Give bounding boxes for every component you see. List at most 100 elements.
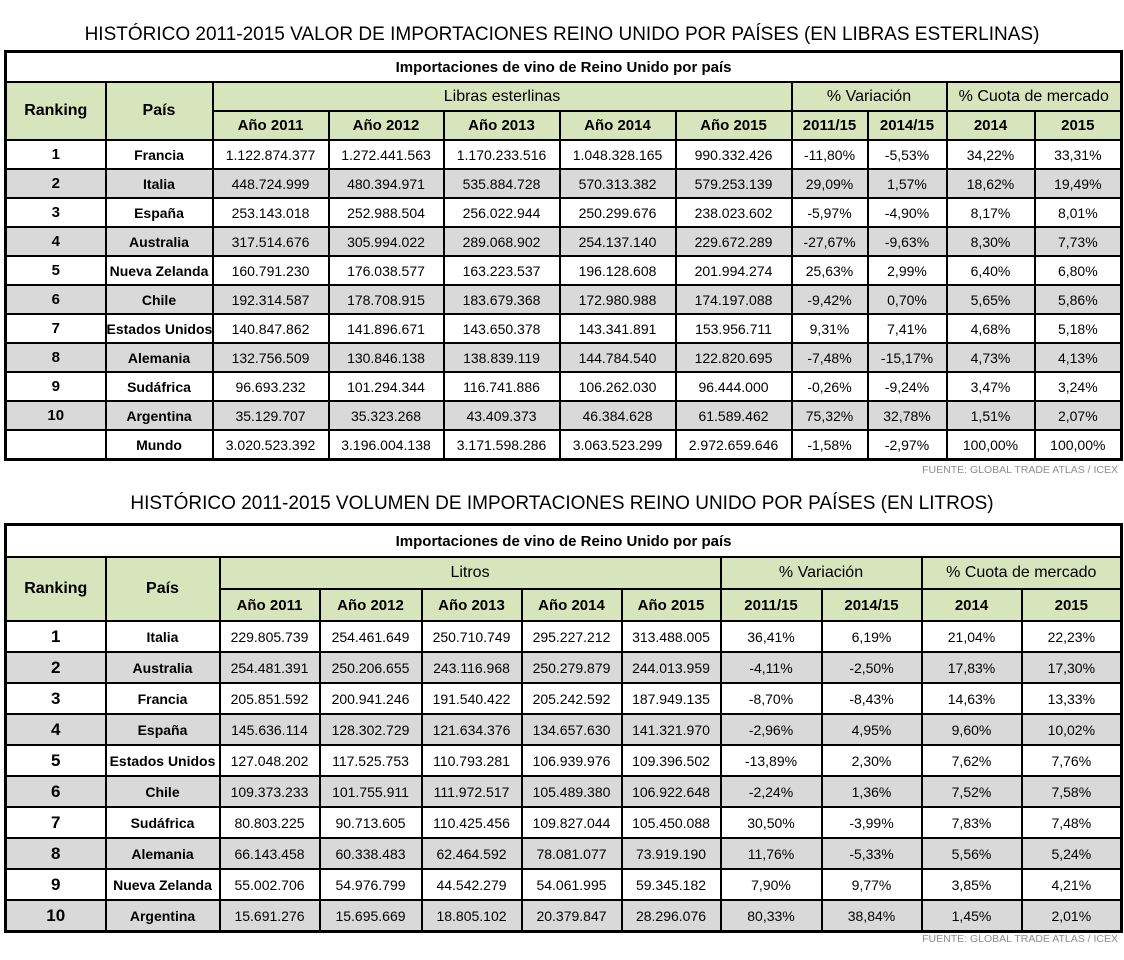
value-cell: 229.672.289 — [674, 226, 793, 257]
table-row: 5 Nueva Zelanda 160.791.230 176.038.577 163.… — [4, 255, 1123, 286]
country-cell: Mundo — [104, 429, 214, 461]
value-cell: -13,89% — [719, 744, 823, 777]
volume-table-source: FUENTE: GLOBAL TRADE ATLAS / ICEX — [922, 933, 1118, 945]
value-cell: 579.253.139 — [674, 168, 793, 199]
value-cell: -3,99% — [820, 806, 923, 839]
value-cell: 163.223.537 — [442, 255, 561, 286]
table-row: 2 Australia 254.481.391 250.206.655 243.116.… — [4, 651, 1123, 684]
header-row: Ranking País Libras esterlinas% Variación%… — [4, 81, 1123, 141]
value-cell: -2,96% — [719, 713, 823, 746]
country-cell: Francia — [104, 682, 221, 715]
value-cell: -11,80% — [790, 139, 869, 170]
value-cell: 110.425.456 — [420, 806, 523, 839]
value-cell: -2,97% — [866, 429, 948, 461]
value-cell: 3.020.523.392 — [211, 429, 330, 461]
value-cell: 1.170.233.516 — [442, 139, 561, 170]
value-cell: -4,11% — [719, 651, 823, 684]
value-cell: 38,84% — [820, 899, 923, 933]
value-cell: 25,63% — [790, 255, 869, 286]
rank-cell: 10 — [4, 400, 107, 431]
country-cell: Chile — [104, 775, 221, 808]
country-cell: Alemania — [104, 342, 214, 373]
value-cell: 200.941.246 — [318, 682, 423, 715]
value-cell: 6,19% — [820, 620, 923, 653]
value-cell: 106.262.030 — [558, 371, 677, 402]
value-cell: 1.048.328.165 — [558, 139, 677, 170]
value-cell: 7,58% — [1020, 775, 1123, 808]
table-row: 6 Chile 109.373.233 101.755.911 111.972.517 1… — [4, 775, 1123, 808]
column-subheader: 2014/15 — [866, 110, 948, 141]
value-cell: 8,17% — [945, 197, 1036, 228]
value-cell: 75,32% — [790, 400, 869, 431]
column-subheader: 2014 — [945, 110, 1036, 141]
volume-table-heading: HISTÓRICO 2011-2015 VOLUMEN DE IMPORTACI… — [130, 493, 994, 514]
value-cell: 205.851.592 — [218, 682, 321, 715]
value-cell: 134.657.630 — [520, 713, 623, 746]
value-cell: 35.323.268 — [327, 400, 445, 431]
value-cell: 570.313.382 — [558, 168, 677, 199]
rank-cell: 5 — [4, 255, 107, 286]
rank-cell: 3 — [4, 197, 107, 228]
column-subheader: 2015 — [1020, 588, 1123, 622]
value-cell: 127.048.202 — [218, 744, 321, 777]
value-cell: 106.939.976 — [520, 744, 623, 777]
value-cell: 43.409.373 — [442, 400, 561, 431]
value-cell: 30,50% — [719, 806, 823, 839]
value-cell: 4,73% — [945, 342, 1036, 373]
value-cell: 5,24% — [1020, 837, 1123, 870]
value-cell: 109.373.233 — [218, 775, 321, 808]
value-cell: 990.332.426 — [674, 139, 793, 170]
rank-cell: 9 — [4, 868, 107, 901]
table-row: 10 Argentina 35.129.707 35.323.268 43.409.37… — [4, 400, 1123, 431]
value-cell: 122.820.695 — [674, 342, 793, 373]
value-table-heading: HISTÓRICO 2011-2015 VALOR DE IMPORTACION… — [84, 24, 1040, 45]
country-cell: Estados Unidos — [104, 313, 214, 344]
table-row: 6 Chile 192.314.587 178.708.915 183.679.368 1… — [4, 284, 1123, 315]
table-row: 7 Sudáfrica 80.803.225 90.713.605 110.425.45… — [4, 806, 1123, 839]
column-header-pais: País — [104, 81, 214, 141]
country-cell: Sudáfrica — [104, 806, 221, 839]
table-row: 4 Australia 317.514.676 305.994.022 289.068.… — [4, 226, 1123, 257]
country-cell: Australia — [104, 651, 221, 684]
table-row: 1 Francia 1.122.874.377 1.272.441.563 1.170.… — [4, 139, 1123, 170]
value-cell: 78.081.077 — [520, 837, 623, 870]
value-cell: 8,30% — [945, 226, 1036, 257]
country-cell: Italia — [104, 168, 214, 199]
country-cell: España — [104, 197, 214, 228]
value-cell: -8,43% — [820, 682, 923, 715]
table-row: 9 Nueva Zelanda 55.002.706 54.976.799 44.542… — [4, 868, 1123, 901]
rank-cell: 10 — [4, 899, 107, 933]
value-cell: 11,76% — [719, 837, 823, 870]
rank-cell: 2 — [4, 651, 107, 684]
value-cell: 160.791.230 — [211, 255, 330, 286]
value-cell: -9,42% — [790, 284, 869, 315]
rank-cell: 4 — [4, 713, 107, 746]
value-cell: -2,24% — [719, 775, 823, 808]
value-cell: 2,07% — [1033, 400, 1123, 431]
value-cell: 254.137.140 — [558, 226, 677, 257]
value-cell: 535.884.728 — [442, 168, 561, 199]
value-cell: 15.695.669 — [318, 899, 423, 933]
value-cell: 196.128.608 — [558, 255, 677, 286]
column-subheader: Año 2012 — [327, 110, 445, 141]
value-cell: 183.679.368 — [442, 284, 561, 315]
value-cell: 141.321.970 — [620, 713, 722, 746]
column-subheader: Año 2011 — [211, 110, 330, 141]
value-cell: 4,95% — [820, 713, 923, 746]
column-subheader: 2011/15 — [790, 110, 869, 141]
value-cell: 10,02% — [1020, 713, 1123, 746]
value-cell: 22,23% — [1020, 620, 1123, 653]
value-cell: -4,90% — [866, 197, 948, 228]
value-cell: 1,57% — [866, 168, 948, 199]
value-cell: 105.450.088 — [620, 806, 722, 839]
value-cell: 1,45% — [920, 899, 1023, 933]
group-header-units: Libras esterlinas — [211, 81, 793, 112]
value-cell: 59.345.182 — [620, 868, 722, 901]
value-imports-table: Importaciones de vino de Reino Unido por… — [4, 50, 1124, 461]
value-cell: 18.805.102 — [420, 899, 523, 933]
value-cell: 238.023.602 — [674, 197, 793, 228]
value-cell: 243.116.968 — [420, 651, 523, 684]
value-cell: 29,09% — [790, 168, 869, 199]
value-cell: 295.227.212 — [520, 620, 623, 653]
value-cell: -9,63% — [866, 226, 948, 257]
